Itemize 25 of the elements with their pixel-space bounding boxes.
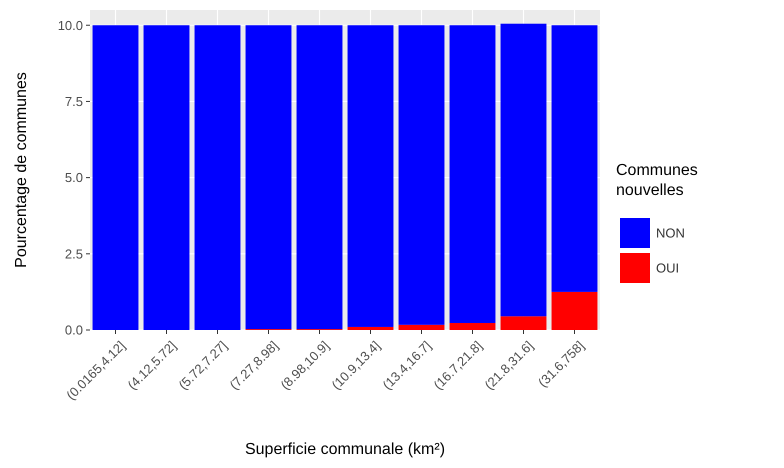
bar bbox=[552, 25, 598, 292]
bar bbox=[194, 25, 240, 330]
legend-label: OUI bbox=[656, 260, 680, 276]
y-axis-title: Pourcentage de communes bbox=[13, 72, 30, 268]
legend-title: Communes nouvelles bbox=[616, 162, 698, 199]
y-tick-label: 2.5 bbox=[64, 246, 83, 262]
bar bbox=[398, 324, 444, 330]
bar bbox=[450, 322, 496, 330]
bar bbox=[450, 25, 496, 323]
x-axis-title: Superficie communale (km²) bbox=[244, 441, 446, 458]
y-tick-label: 0.0 bbox=[64, 322, 83, 338]
bar bbox=[398, 25, 444, 325]
bar bbox=[552, 292, 598, 330]
bar bbox=[348, 326, 394, 330]
bar bbox=[296, 25, 342, 330]
bar bbox=[500, 24, 546, 316]
bar bbox=[92, 25, 138, 330]
y-tick-label: 7.5 bbox=[64, 94, 83, 109]
y-tick-label: 10.0 bbox=[58, 18, 83, 33]
bar bbox=[500, 316, 546, 330]
bar bbox=[144, 25, 190, 330]
bar bbox=[246, 25, 292, 330]
y-tick-label: 5.0 bbox=[64, 170, 83, 186]
legend-label: NON bbox=[656, 226, 685, 241]
bar bbox=[348, 25, 394, 327]
